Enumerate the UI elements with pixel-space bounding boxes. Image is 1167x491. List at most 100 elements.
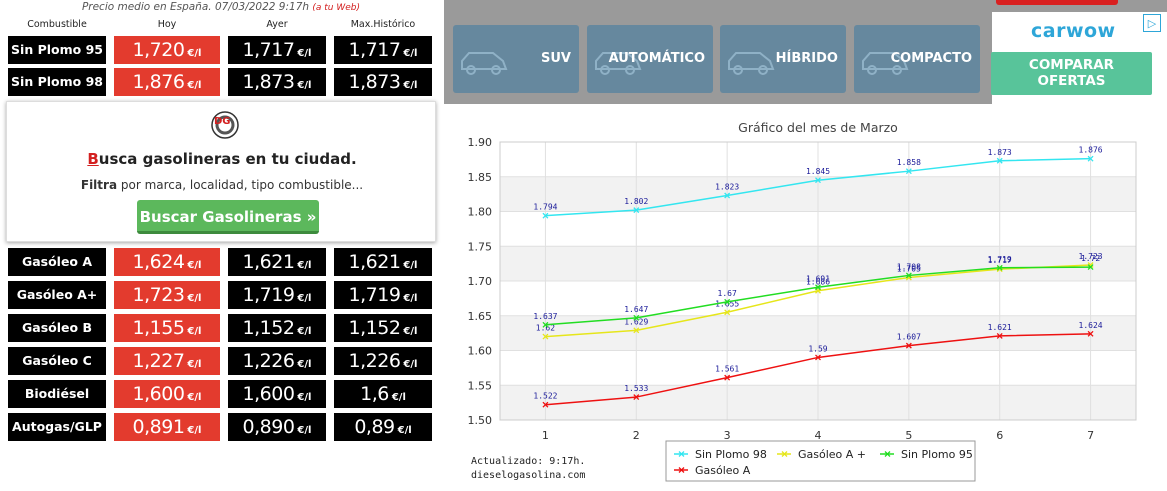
- price-max: 1,226 €/l: [334, 347, 432, 375]
- promo-title: Busca gasolineras en tu ciudad.: [87, 150, 357, 168]
- ad-tile-1[interactable]: AUTOMÁTICO: [587, 25, 713, 93]
- data-point: [905, 272, 912, 279]
- carwow-ad-banner[interactable]: SUV AUTOMÁTICO HÍBRIDO COMPACTO carwow ▷ CO…: [444, 0, 1167, 104]
- price-hoy: 1,720 €/l: [114, 36, 220, 64]
- data-point: [815, 284, 821, 291]
- price-max: 1,873 €/l: [334, 68, 432, 96]
- data-point: [542, 401, 549, 408]
- data-point: [542, 212, 549, 219]
- data-label: 1.723: [1079, 252, 1103, 261]
- your-web-link[interactable]: (a tu Web): [312, 3, 361, 13]
- price-hoy: 1,600 €/l: [114, 380, 220, 408]
- legend-box: [665, 440, 976, 482]
- price-ayer: 0,890 €/l: [228, 413, 326, 441]
- fuel-name: Sin Plomo 95: [8, 36, 106, 64]
- ad-top-bar: [996, 0, 1118, 5]
- data-point: [1087, 330, 1094, 337]
- price-row: Gasóleo A 1,624 €/l 1,621 €/l 1,621 €/l: [0, 248, 442, 278]
- data-point: [542, 321, 549, 328]
- legend-entry: Gasóleo A +: [798, 448, 866, 461]
- data-point: [724, 298, 731, 305]
- price-ayer: 1,717 €/l: [228, 36, 326, 64]
- price-hoy: 1,876 €/l: [114, 68, 220, 96]
- fuel-name: Biodiésel: [8, 380, 106, 408]
- price-ayer: 1,600 €/l: [228, 380, 326, 408]
- price-row: Biodiésel 1,600 €/l 1,600 €/l 1,6 €/l: [0, 380, 442, 410]
- price-ayer: 1,226 €/l: [228, 347, 326, 375]
- price-chart: Gráfico del mes de Marzo 1.50 1.55 1.60 1.65…: [444, 104, 1167, 491]
- y-tick-label: 1.90: [468, 136, 493, 149]
- data-label: 1.794: [533, 203, 557, 212]
- data-label: 1.691: [806, 274, 830, 283]
- data-label: 1.686: [806, 278, 830, 287]
- y-tick-label: 1.60: [468, 345, 493, 358]
- price-max: 1,6 €/l: [334, 380, 432, 408]
- data-point: [542, 333, 549, 340]
- price-row: Gasóleo C 1,227 €/l 1,226 €/l 1,226 €/l: [0, 347, 442, 377]
- ad-tile-label: COMPACTO: [890, 51, 972, 66]
- data-point: [633, 207, 640, 214]
- legend-marker: [781, 451, 788, 457]
- y-tick-label: 1.65: [468, 310, 493, 323]
- price-hoy: 0,891 €/l: [114, 413, 220, 441]
- dieselogasolina-logo-icon: DG: [211, 111, 239, 139]
- promo-description: Filtra por marca, localidad, tipo combus…: [80, 178, 364, 192]
- price-ayer: 1,621 €/l: [228, 248, 326, 276]
- data-label: 1.637: [533, 312, 557, 321]
- x-tick-label: 6: [996, 429, 1003, 442]
- ad-tile-3[interactable]: COMPACTO: [854, 25, 980, 93]
- data-point: [905, 342, 912, 349]
- chart-title: Gráfico del mes de Marzo: [738, 120, 898, 135]
- price-hoy: 1,227 €/l: [114, 347, 220, 375]
- data-point: [905, 168, 912, 175]
- data-label: 1.647: [624, 305, 648, 314]
- price-subtitle: Precio medio en España. 07/03/2022 9:17h…: [0, 0, 442, 14]
- price-hoy: 1,155 €/l: [114, 314, 220, 342]
- ad-tile-label: HÍBRIDO: [775, 51, 838, 66]
- price-ayer: 1,719 €/l: [228, 281, 326, 309]
- fuel-name: Gasóleo C: [8, 347, 106, 375]
- price-max: 1,719 €/l: [334, 281, 432, 309]
- legend-marker: [678, 451, 685, 457]
- adchoices-icon[interactable]: ▷: [1143, 14, 1161, 32]
- data-point: [724, 192, 731, 199]
- ad-tile-2[interactable]: HÍBRIDO: [720, 25, 846, 93]
- ad-tile-0[interactable]: SUV: [453, 25, 579, 93]
- data-label: 1.522: [533, 392, 557, 401]
- updated-text: Actualizado: 9:17h.: [471, 456, 585, 467]
- data-label: 1.845: [806, 167, 830, 176]
- price-hoy: 1,624 €/l: [114, 248, 220, 276]
- y-tick-label: 1.85: [468, 171, 493, 184]
- data-label: 1.561: [715, 365, 739, 374]
- data-point: [1087, 264, 1094, 271]
- search-stations-button[interactable]: Buscar Gasolineras »: [137, 200, 319, 234]
- data-label: 1.533: [624, 384, 648, 393]
- data-label: 1.876: [1079, 146, 1103, 155]
- data-point: [815, 177, 821, 184]
- data-label: 1.719: [988, 255, 1012, 264]
- car-icon: [461, 52, 508, 75]
- legend-entry: Gasóleo A: [695, 464, 751, 477]
- data-label: 1.62: [536, 324, 555, 333]
- data-point: [724, 309, 731, 316]
- data-point: [1087, 155, 1094, 162]
- car-icon: [862, 52, 909, 75]
- price-row: Gasóleo A+ 1,723 €/l 1,719 €/l 1,719 €/l: [0, 281, 442, 311]
- data-label: 1.705: [897, 265, 921, 274]
- data-label: 1.629: [624, 317, 648, 326]
- data-label: 1.67: [718, 289, 737, 298]
- price-panel: Precio medio en España. 07/03/2022 9:17h…: [0, 0, 442, 491]
- ad-tile-label: SUV: [541, 51, 571, 66]
- car-icon: [595, 52, 642, 75]
- x-tick-label: 1: [542, 429, 549, 442]
- car-icon: [728, 52, 775, 75]
- data-label: 1.717: [988, 256, 1012, 265]
- legend-entry: Sin Plomo 95: [901, 448, 973, 461]
- price-max: 1,152 €/l: [334, 314, 432, 342]
- data-label: 1.823: [715, 183, 739, 192]
- price-max: 1,621 €/l: [334, 248, 432, 276]
- compare-offers-button[interactable]: COMPARAR OFERTAS: [991, 52, 1152, 95]
- data-label: 1.858: [897, 158, 921, 167]
- x-tick-label: 5: [905, 429, 912, 442]
- data-label: 1.72: [1081, 254, 1100, 263]
